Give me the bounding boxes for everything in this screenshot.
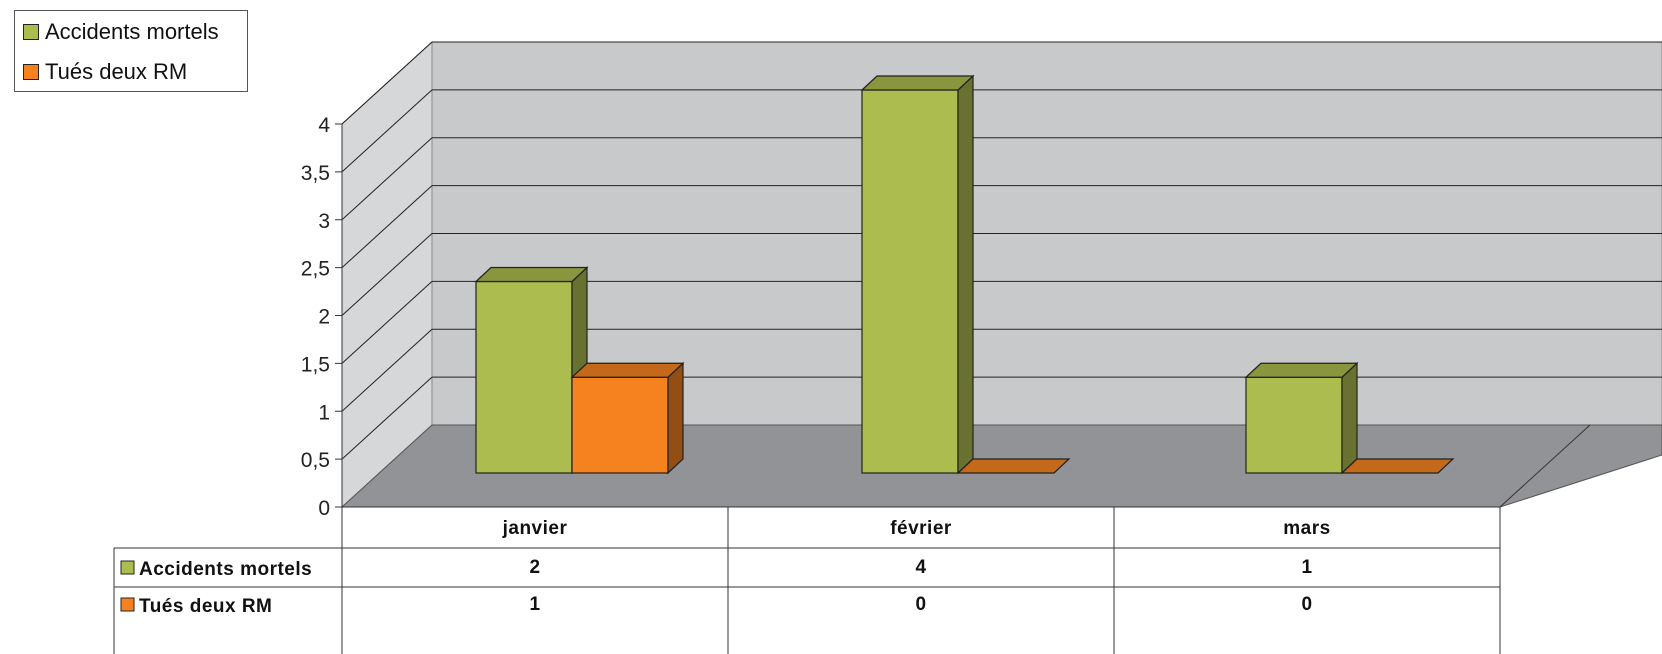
bar-1-1 [474, 266, 589, 475]
bar-front [861, 89, 959, 474]
y-tick-label: 3,5 [301, 162, 330, 185]
bar-2-1 [570, 361, 685, 475]
legend: Accidents mortels Tués deux RM [14, 10, 248, 92]
gridline-diag [341, 185, 433, 268]
table-cell-2-1: 1 [529, 594, 540, 615]
table-cell-2-3: 0 [1301, 594, 1312, 615]
legend-item-series-2: Tués deux RM [23, 59, 187, 85]
bars [474, 74, 1455, 475]
y-axis: 0 0,5 1 1,5 2 2,5 3 3,5 4 [301, 114, 343, 520]
floor-edge [1499, 424, 1591, 508]
gridline-diag [341, 328, 433, 412]
y-tick-label: 3 [318, 210, 330, 233]
gridline-diag [341, 376, 433, 460]
gridlines [341, 41, 1662, 460]
bar-top [860, 75, 975, 91]
bar-side [957, 74, 974, 475]
y-tick-label: 0,5 [301, 449, 330, 472]
gridline-diag [341, 89, 433, 173]
bar-1-3 [1244, 361, 1359, 475]
table-cell-1-1: 2 [529, 557, 540, 578]
bar-2-3 [1340, 458, 1455, 474]
table-swatch-1 [120, 560, 135, 575]
data-table: janvier février mars Accidents mortels 2 4 1 Tu… [113, 506, 1501, 654]
table-header-2: février [890, 518, 952, 539]
bar-top [956, 458, 1071, 474]
gridline-diag [341, 281, 433, 364]
table-header-1: janvier [502, 518, 568, 539]
bar-front [1245, 376, 1343, 474]
y-tick-label: 4 [318, 114, 330, 137]
bar-front [571, 376, 669, 474]
bar-top [1244, 362, 1359, 378]
legend-swatch-series-1 [23, 24, 39, 40]
gridline-diag [341, 233, 433, 316]
legend-swatch-series-2 [23, 64, 39, 80]
y-tick-label: 2,5 [301, 258, 330, 281]
bar-side [1341, 361, 1358, 475]
legend-label-series-1: Accidents mortels [45, 19, 219, 44]
bar-1-2 [860, 74, 975, 475]
table-row-label-2: Tués deux RM [139, 596, 272, 617]
bar-2-2 [956, 458, 1071, 474]
bar-top [1340, 458, 1455, 474]
table-swatch-2 [120, 597, 135, 612]
legend-label-series-2: Tués deux RM [45, 59, 188, 84]
bar-top [570, 362, 685, 378]
y-tick-label: 1,5 [301, 353, 330, 376]
table-row-label-1: Accidents mortels [139, 559, 312, 580]
table-cell-1-2: 4 [915, 557, 926, 578]
y-tick-label: 0 [318, 497, 330, 520]
bar-top [474, 266, 589, 283]
gridline-diag [341, 41, 433, 125]
y-tick-label: 1 [318, 401, 330, 424]
legend-item-series-1: Accidents mortels [23, 19, 219, 45]
table-cell-1-3: 1 [1301, 557, 1312, 578]
bar-side [667, 361, 684, 475]
table-header-3: mars [1283, 518, 1330, 539]
bar-front [475, 280, 573, 474]
table-cell-2-2: 0 [915, 594, 926, 615]
gridline-diag [341, 137, 433, 221]
y-tick-label: 2 [318, 306, 330, 329]
